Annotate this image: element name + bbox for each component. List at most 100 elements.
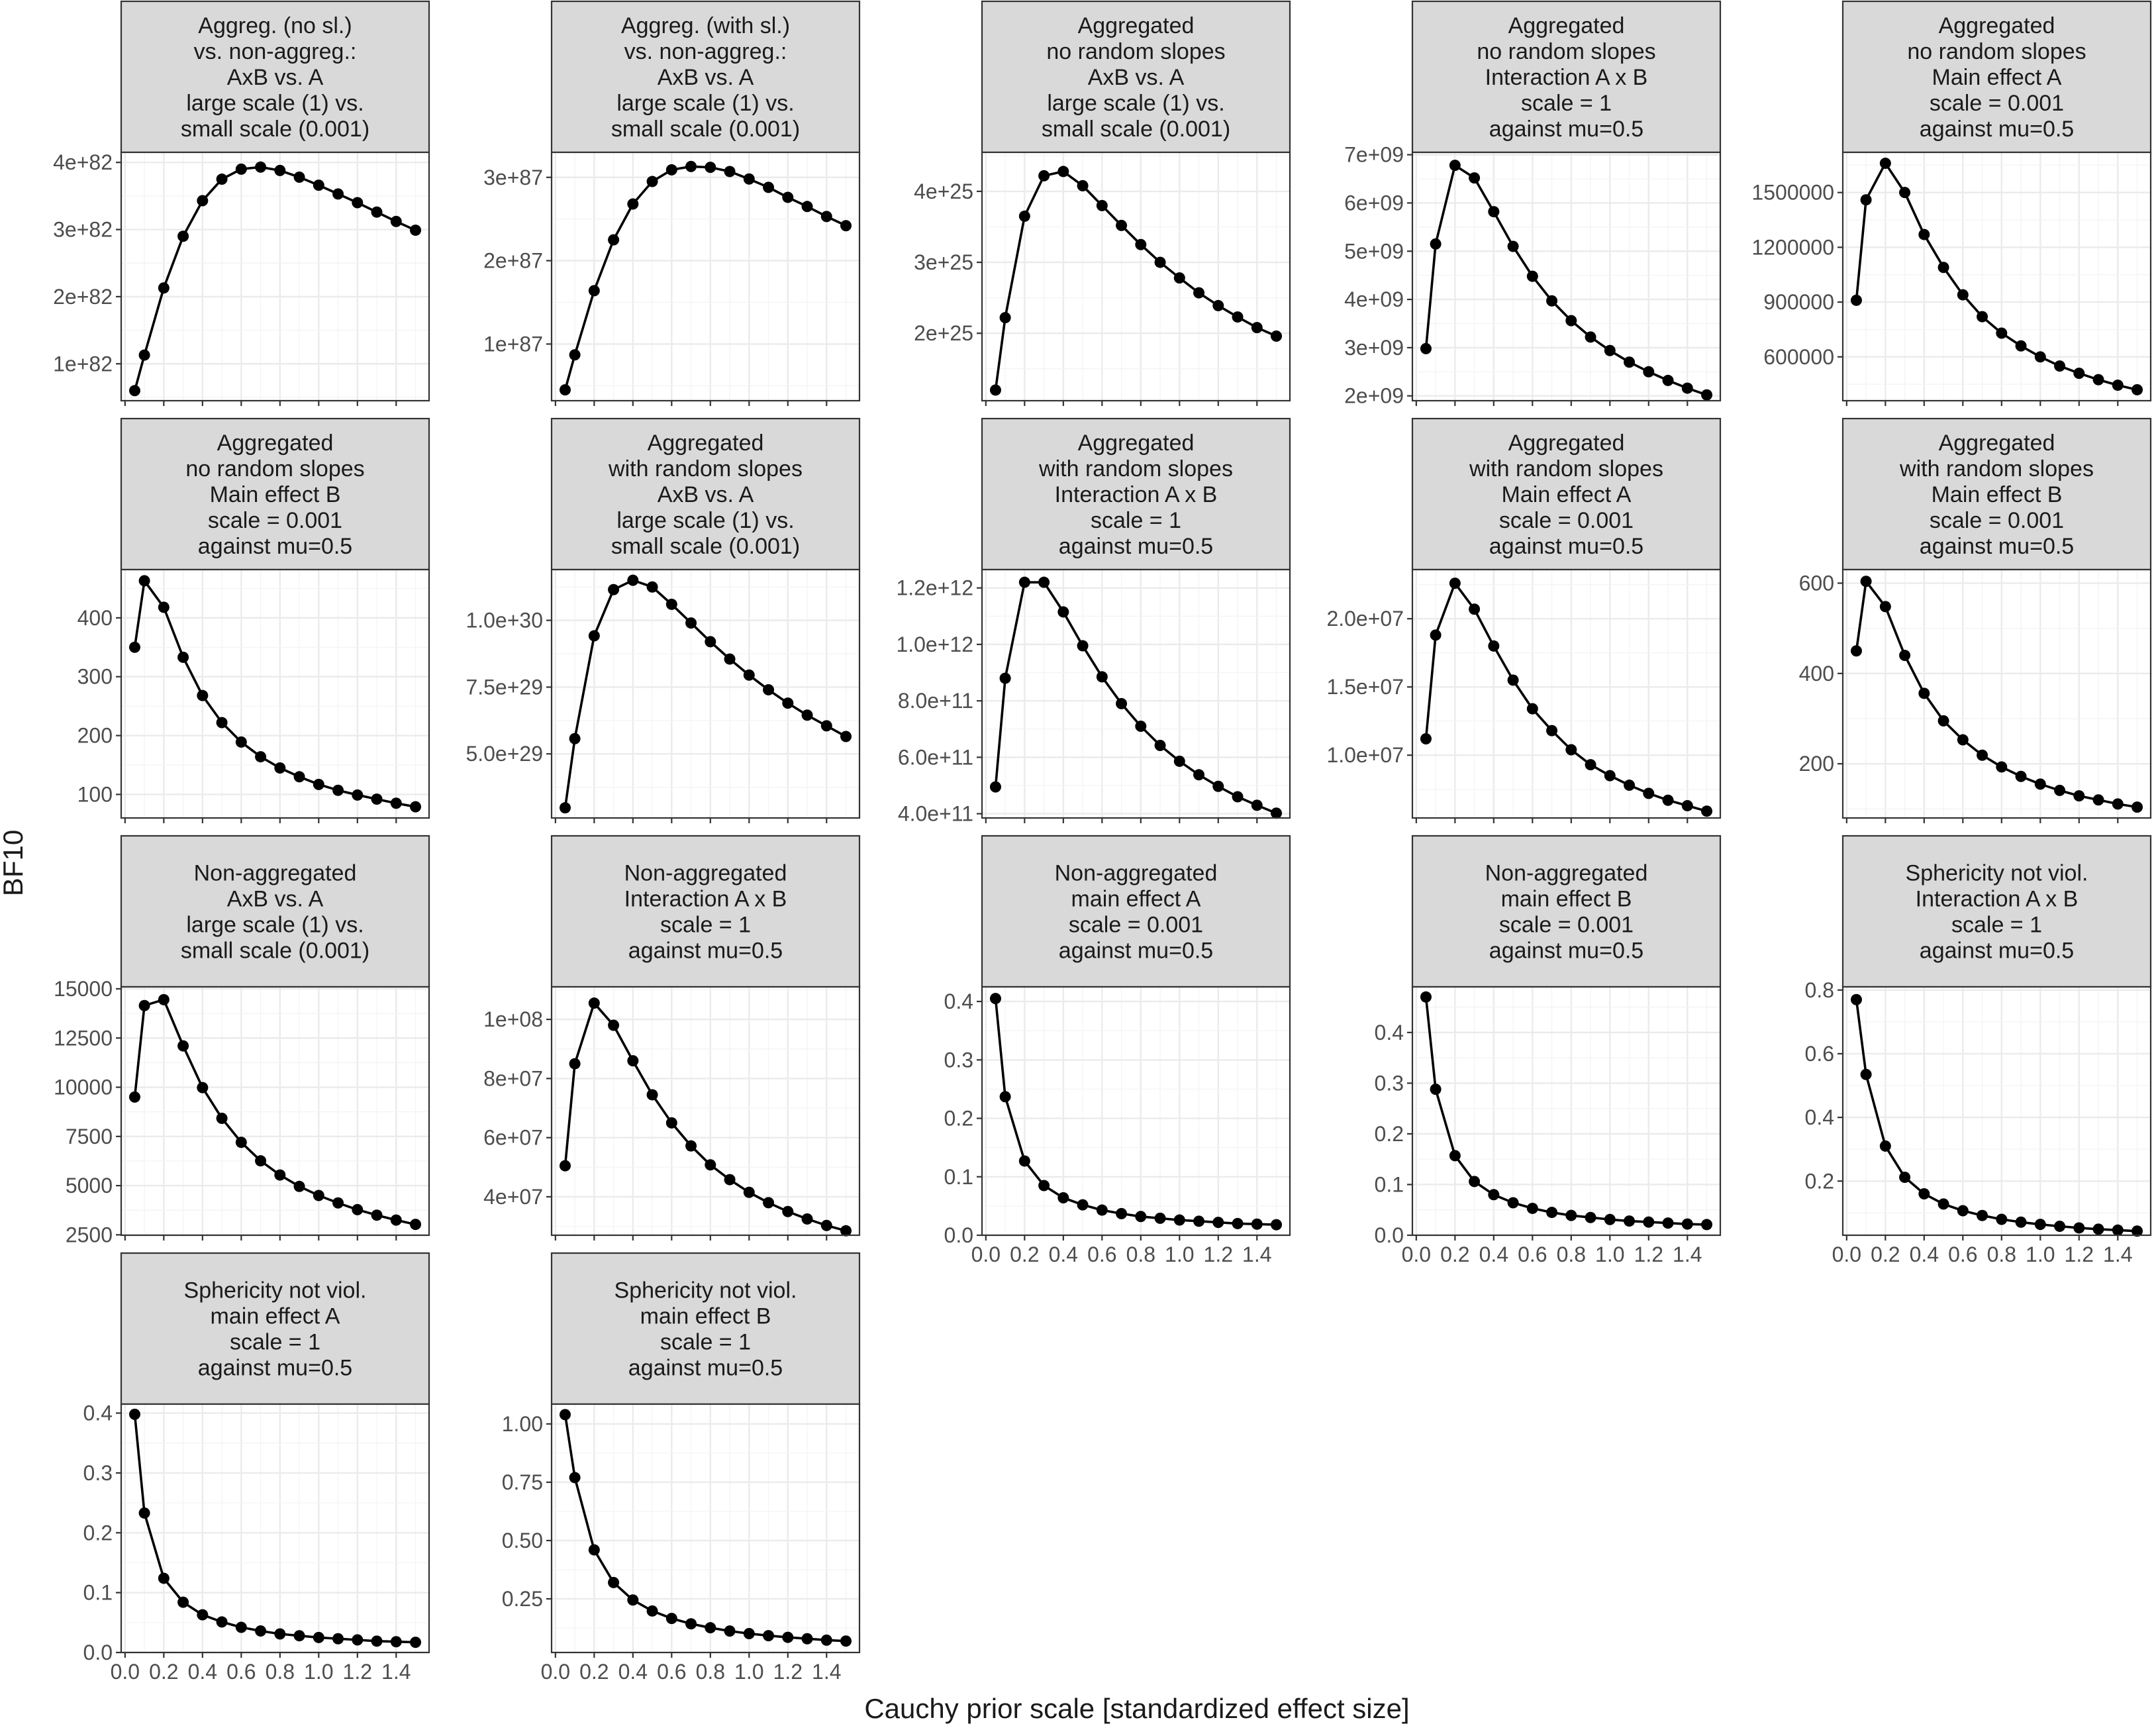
strip-title-line: scale = 0.001 xyxy=(1499,913,1634,938)
strip-title-line: against mu=0.5 xyxy=(198,1356,352,1381)
data-point xyxy=(1116,697,1128,709)
data-point xyxy=(1173,1214,1185,1226)
data-point xyxy=(1420,991,1432,1003)
data-point xyxy=(840,1225,852,1237)
data-point xyxy=(1899,650,1911,662)
data-point xyxy=(1173,272,1185,284)
y-tick-label: 8.0e+11 xyxy=(898,689,973,713)
x-tick-label: 0.4 xyxy=(1479,1243,1508,1266)
data-point xyxy=(2015,770,2027,782)
data-point xyxy=(1546,725,1558,736)
strip-title-line: Aggregated xyxy=(1508,431,1625,456)
panel-background xyxy=(552,1404,859,1652)
data-point xyxy=(352,197,364,209)
data-point xyxy=(685,1618,697,1630)
panel-background xyxy=(552,987,859,1235)
x-tick-label: 0.0 xyxy=(1832,1243,1861,1266)
panel-border xyxy=(550,986,861,1237)
data-point xyxy=(197,1609,209,1621)
strip-background xyxy=(1841,417,2152,571)
y-tick-label: 5e+09 xyxy=(1344,239,1404,263)
data-point xyxy=(1996,1213,2008,1225)
y-tick-label: 400 xyxy=(1799,662,1834,685)
data-point xyxy=(840,731,852,742)
panel-border xyxy=(550,151,861,402)
strip-title-line: Main effect A xyxy=(1932,65,2062,90)
data-point xyxy=(743,1186,755,1198)
data-point xyxy=(1701,805,1713,817)
data-point xyxy=(999,672,1011,684)
data-point xyxy=(128,641,140,653)
x-tick-label: 0.6 xyxy=(1948,1243,1977,1266)
panel-background xyxy=(982,152,1290,401)
data-point xyxy=(1977,311,1988,323)
data-point xyxy=(763,1197,775,1209)
data-point xyxy=(371,1209,383,1221)
data-point xyxy=(2073,1222,2085,1234)
data-point xyxy=(293,172,305,183)
y-tick-label: 0.6 xyxy=(1805,1042,1834,1066)
y-tick-label: 0.3 xyxy=(83,1461,113,1485)
data-point xyxy=(255,1625,267,1637)
data-point xyxy=(371,793,383,805)
data-point xyxy=(1526,703,1538,715)
data-point xyxy=(1585,1211,1596,1223)
panel-border xyxy=(1841,568,2152,819)
y-tick-label: 200 xyxy=(77,724,113,748)
series-line xyxy=(994,170,1277,391)
data-point xyxy=(1977,749,1988,761)
x-tick-label: 0.2 xyxy=(1871,1243,1900,1266)
data-point xyxy=(313,778,324,790)
y-tick-label: 0.2 xyxy=(1375,1122,1404,1146)
data-point xyxy=(293,771,305,783)
strip-title-line: against mu=0.5 xyxy=(628,939,783,964)
strip-title-line: AxB vs. A xyxy=(1088,65,1185,90)
series-line xyxy=(133,1414,416,1644)
strip-title-line: against mu=0.5 xyxy=(1920,534,2074,559)
strip-title-line: main effect B xyxy=(640,1304,771,1329)
panel-background xyxy=(1412,987,1720,1235)
data-point xyxy=(743,1627,755,1639)
data-point xyxy=(801,1633,813,1645)
data-point xyxy=(352,1203,364,1215)
data-point xyxy=(1860,1068,1872,1080)
data-point xyxy=(1154,739,1166,751)
panel-border xyxy=(120,151,430,402)
strip-title-line: with random slopes xyxy=(1899,456,2094,482)
data-point xyxy=(2112,380,2124,391)
panel-background xyxy=(1843,987,2151,1235)
data-point xyxy=(989,993,1001,1005)
data-point xyxy=(1077,1199,1089,1211)
x-tick-label: 0.6 xyxy=(1087,1243,1116,1266)
strip-title-line: against mu=0.5 xyxy=(198,534,352,559)
strip-title-line: Aggregated xyxy=(217,431,334,456)
y-tick-label: 7.5e+29 xyxy=(466,675,543,699)
data-point xyxy=(177,230,189,242)
y-tick-label: 600 xyxy=(1799,571,1834,595)
y-tick-label: 2e+82 xyxy=(53,285,113,309)
data-point xyxy=(2015,1216,2027,1228)
strip-title-line: Aggreg. (with sl.) xyxy=(621,13,790,38)
data-point xyxy=(1232,1217,1244,1229)
data-point xyxy=(705,1622,716,1634)
data-point xyxy=(1488,206,1500,218)
data-point xyxy=(1565,744,1577,756)
data-point xyxy=(177,1596,189,1608)
strip-title-line: Non-aggregated xyxy=(1485,861,1648,886)
data-point xyxy=(820,1219,832,1231)
y-tick-label: 0.4 xyxy=(1805,1105,1834,1129)
data-point xyxy=(1546,1207,1558,1219)
strip-title-line: Sphericity not viol. xyxy=(1906,861,2088,886)
data-point xyxy=(1996,327,2008,339)
data-point xyxy=(1173,755,1185,767)
data-point xyxy=(2092,794,2104,806)
data-point xyxy=(1879,1140,1891,1152)
data-point xyxy=(559,384,571,396)
panel-background xyxy=(982,987,1290,1235)
data-point xyxy=(138,349,150,361)
